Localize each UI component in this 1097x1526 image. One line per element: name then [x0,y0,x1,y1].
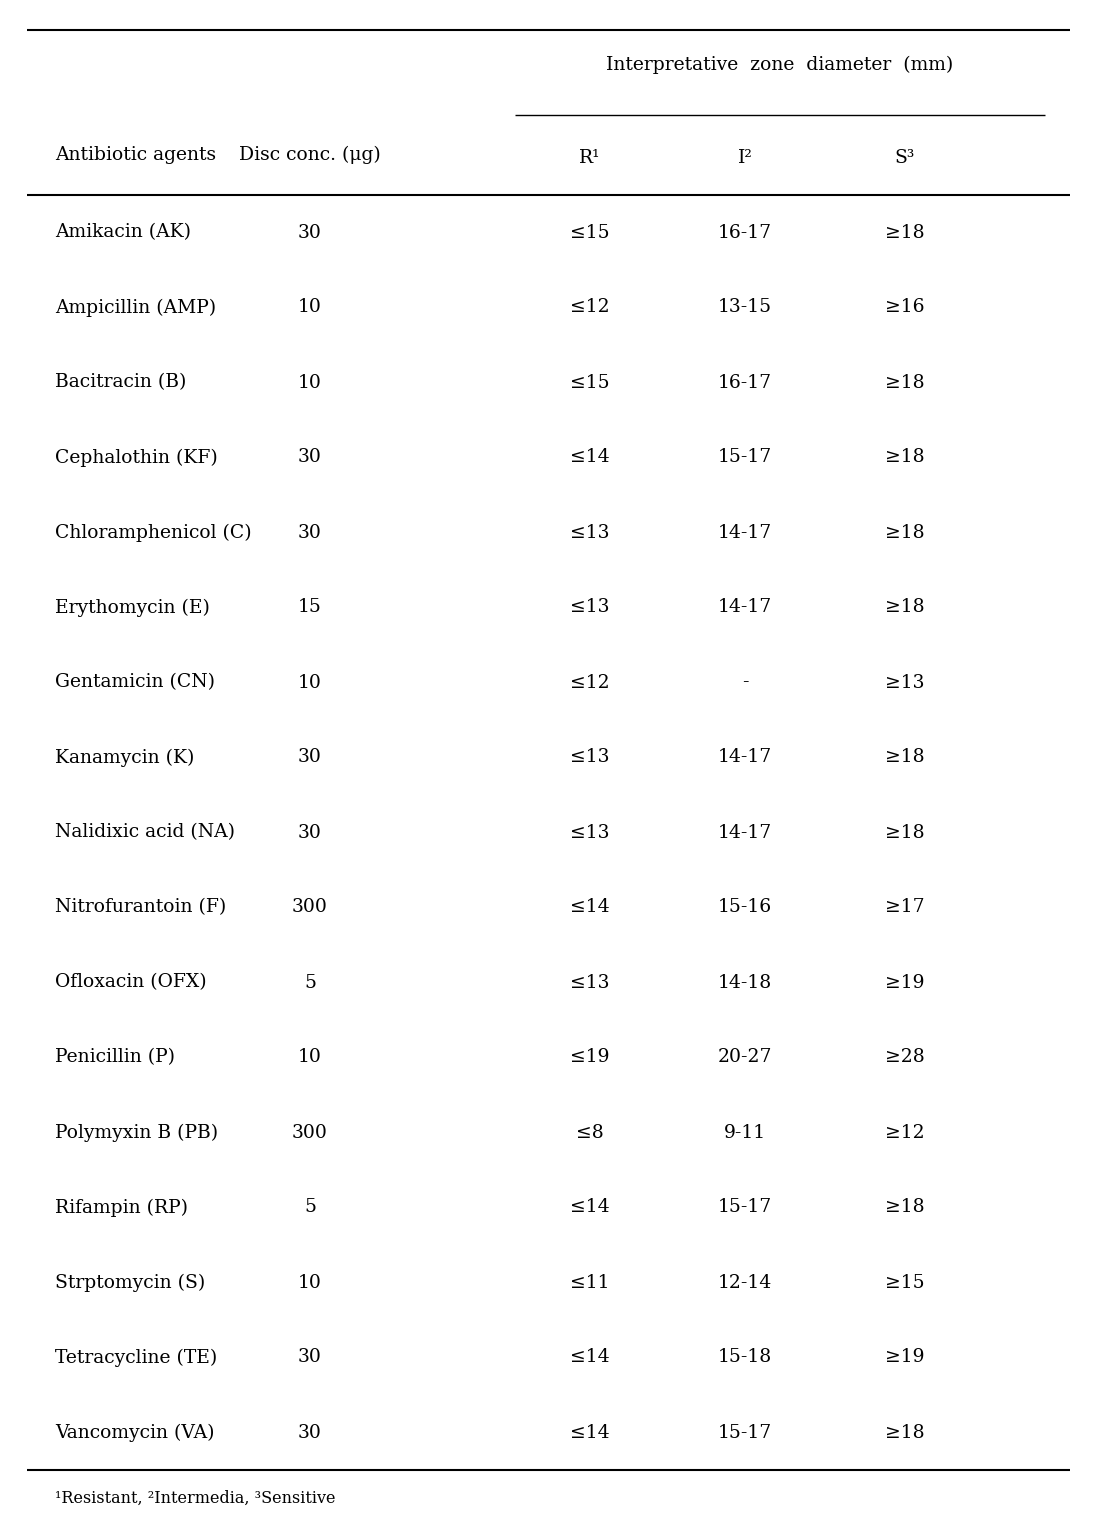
Text: 30: 30 [298,449,321,467]
Text: Antibiotic agents: Antibiotic agents [55,146,216,163]
Text: 14-17: 14-17 [717,824,772,841]
Text: Vancomycin (VA): Vancomycin (VA) [55,1424,215,1442]
Text: Tetracycline (TE): Tetracycline (TE) [55,1349,217,1367]
Text: 30: 30 [298,748,321,766]
Text: ≥18: ≥18 [885,523,925,542]
Text: 10: 10 [298,374,321,392]
Text: ≥17: ≥17 [885,899,925,917]
Text: 10: 10 [298,299,321,316]
Text: ≥19: ≥19 [885,974,925,992]
Text: -: - [742,673,748,691]
Text: 15-16: 15-16 [717,899,772,917]
Text: ≥19: ≥19 [885,1349,925,1366]
Text: ≥13: ≥13 [885,673,925,691]
Text: Amikacin (AK): Amikacin (AK) [55,223,191,241]
Text: Cephalothin (KF): Cephalothin (KF) [55,449,217,467]
Text: 10: 10 [298,1274,321,1291]
Text: ≥16: ≥16 [885,299,925,316]
Text: Penicillin (P): Penicillin (P) [55,1048,176,1067]
Text: 30: 30 [298,1349,321,1366]
Text: 15-17: 15-17 [717,1198,772,1216]
Text: 16-17: 16-17 [717,374,772,392]
Text: ≤15: ≤15 [570,223,610,241]
Text: Bacitracin (B): Bacitracin (B) [55,374,186,392]
Text: 300: 300 [292,899,328,917]
Text: Chloramphenicol (C): Chloramphenicol (C) [55,523,251,542]
Text: ≤13: ≤13 [570,598,610,617]
Text: S³: S³ [895,150,915,166]
Text: 20-27: 20-27 [717,1048,772,1067]
Text: Strptomycin (S): Strptomycin (S) [55,1273,205,1291]
Text: 16-17: 16-17 [717,223,772,241]
Text: 14-17: 14-17 [717,598,772,617]
Text: 5: 5 [304,974,316,992]
Text: ≥18: ≥18 [885,374,925,392]
Text: Disc conc. (μg): Disc conc. (μg) [239,146,381,165]
Text: 30: 30 [298,1424,321,1442]
Text: 14-17: 14-17 [717,748,772,766]
Text: 5: 5 [304,1198,316,1216]
Text: ≤12: ≤12 [570,673,610,691]
Text: ¹Resistant, ²Intermedia, ³Sensitive: ¹Resistant, ²Intermedia, ³Sensitive [55,1489,336,1508]
Text: 10: 10 [298,673,321,691]
Text: ≥18: ≥18 [885,449,925,467]
Text: ≥18: ≥18 [885,1424,925,1442]
Text: 10: 10 [298,1048,321,1067]
Text: 14-17: 14-17 [717,523,772,542]
Text: ≤11: ≤11 [570,1274,610,1291]
Text: ≥18: ≥18 [885,223,925,241]
Text: 300: 300 [292,1123,328,1141]
Text: ≤13: ≤13 [570,748,610,766]
Text: 13-15: 13-15 [717,299,772,316]
Text: ≤13: ≤13 [570,523,610,542]
Text: ≥18: ≥18 [885,824,925,841]
Text: 15-17: 15-17 [717,1424,772,1442]
Text: ≤15: ≤15 [570,374,610,392]
Text: ≤13: ≤13 [570,974,610,992]
Text: 14-18: 14-18 [717,974,772,992]
Text: Ofloxacin (OFX): Ofloxacin (OFX) [55,974,206,992]
Text: ≤19: ≤19 [570,1048,610,1067]
Text: Erythomycin (E): Erythomycin (E) [55,598,210,617]
Text: Ampicillin (AMP): Ampicillin (AMP) [55,299,216,316]
Text: ≥18: ≥18 [885,1198,925,1216]
Text: Polymyxin B (PB): Polymyxin B (PB) [55,1123,218,1141]
Text: ≥12: ≥12 [885,1123,925,1141]
Text: 12-14: 12-14 [717,1274,772,1291]
Text: I²: I² [737,150,753,166]
Text: 15: 15 [298,598,321,617]
Text: 15-17: 15-17 [717,449,772,467]
Text: 9-11: 9-11 [724,1123,766,1141]
Text: Interpretative  zone  diameter  (mm): Interpretative zone diameter (mm) [607,56,953,75]
Text: 30: 30 [298,824,321,841]
Text: Kanamycin (K): Kanamycin (K) [55,748,194,766]
Text: ≤14: ≤14 [570,1424,610,1442]
Text: Gentamicin (CN): Gentamicin (CN) [55,673,215,691]
Text: ≤12: ≤12 [570,299,610,316]
Text: ≤13: ≤13 [570,824,610,841]
Text: 15-18: 15-18 [717,1349,772,1366]
Text: ≥28: ≥28 [885,1048,925,1067]
Text: ≥15: ≥15 [885,1274,925,1291]
Text: Nalidixic acid (NA): Nalidixic acid (NA) [55,824,235,841]
Text: 30: 30 [298,223,321,241]
Text: ≤14: ≤14 [570,1349,610,1366]
Text: ≤14: ≤14 [570,899,610,917]
Text: ≤14: ≤14 [570,449,610,467]
Text: ≤8: ≤8 [576,1123,603,1141]
Text: R¹: R¹ [579,150,601,166]
Text: Rifampin (RP): Rifampin (RP) [55,1198,188,1216]
Text: ≥18: ≥18 [885,748,925,766]
Text: ≥18: ≥18 [885,598,925,617]
Text: 30: 30 [298,523,321,542]
Text: Nitrofurantoin (F): Nitrofurantoin (F) [55,899,226,917]
Text: ≤14: ≤14 [570,1198,610,1216]
